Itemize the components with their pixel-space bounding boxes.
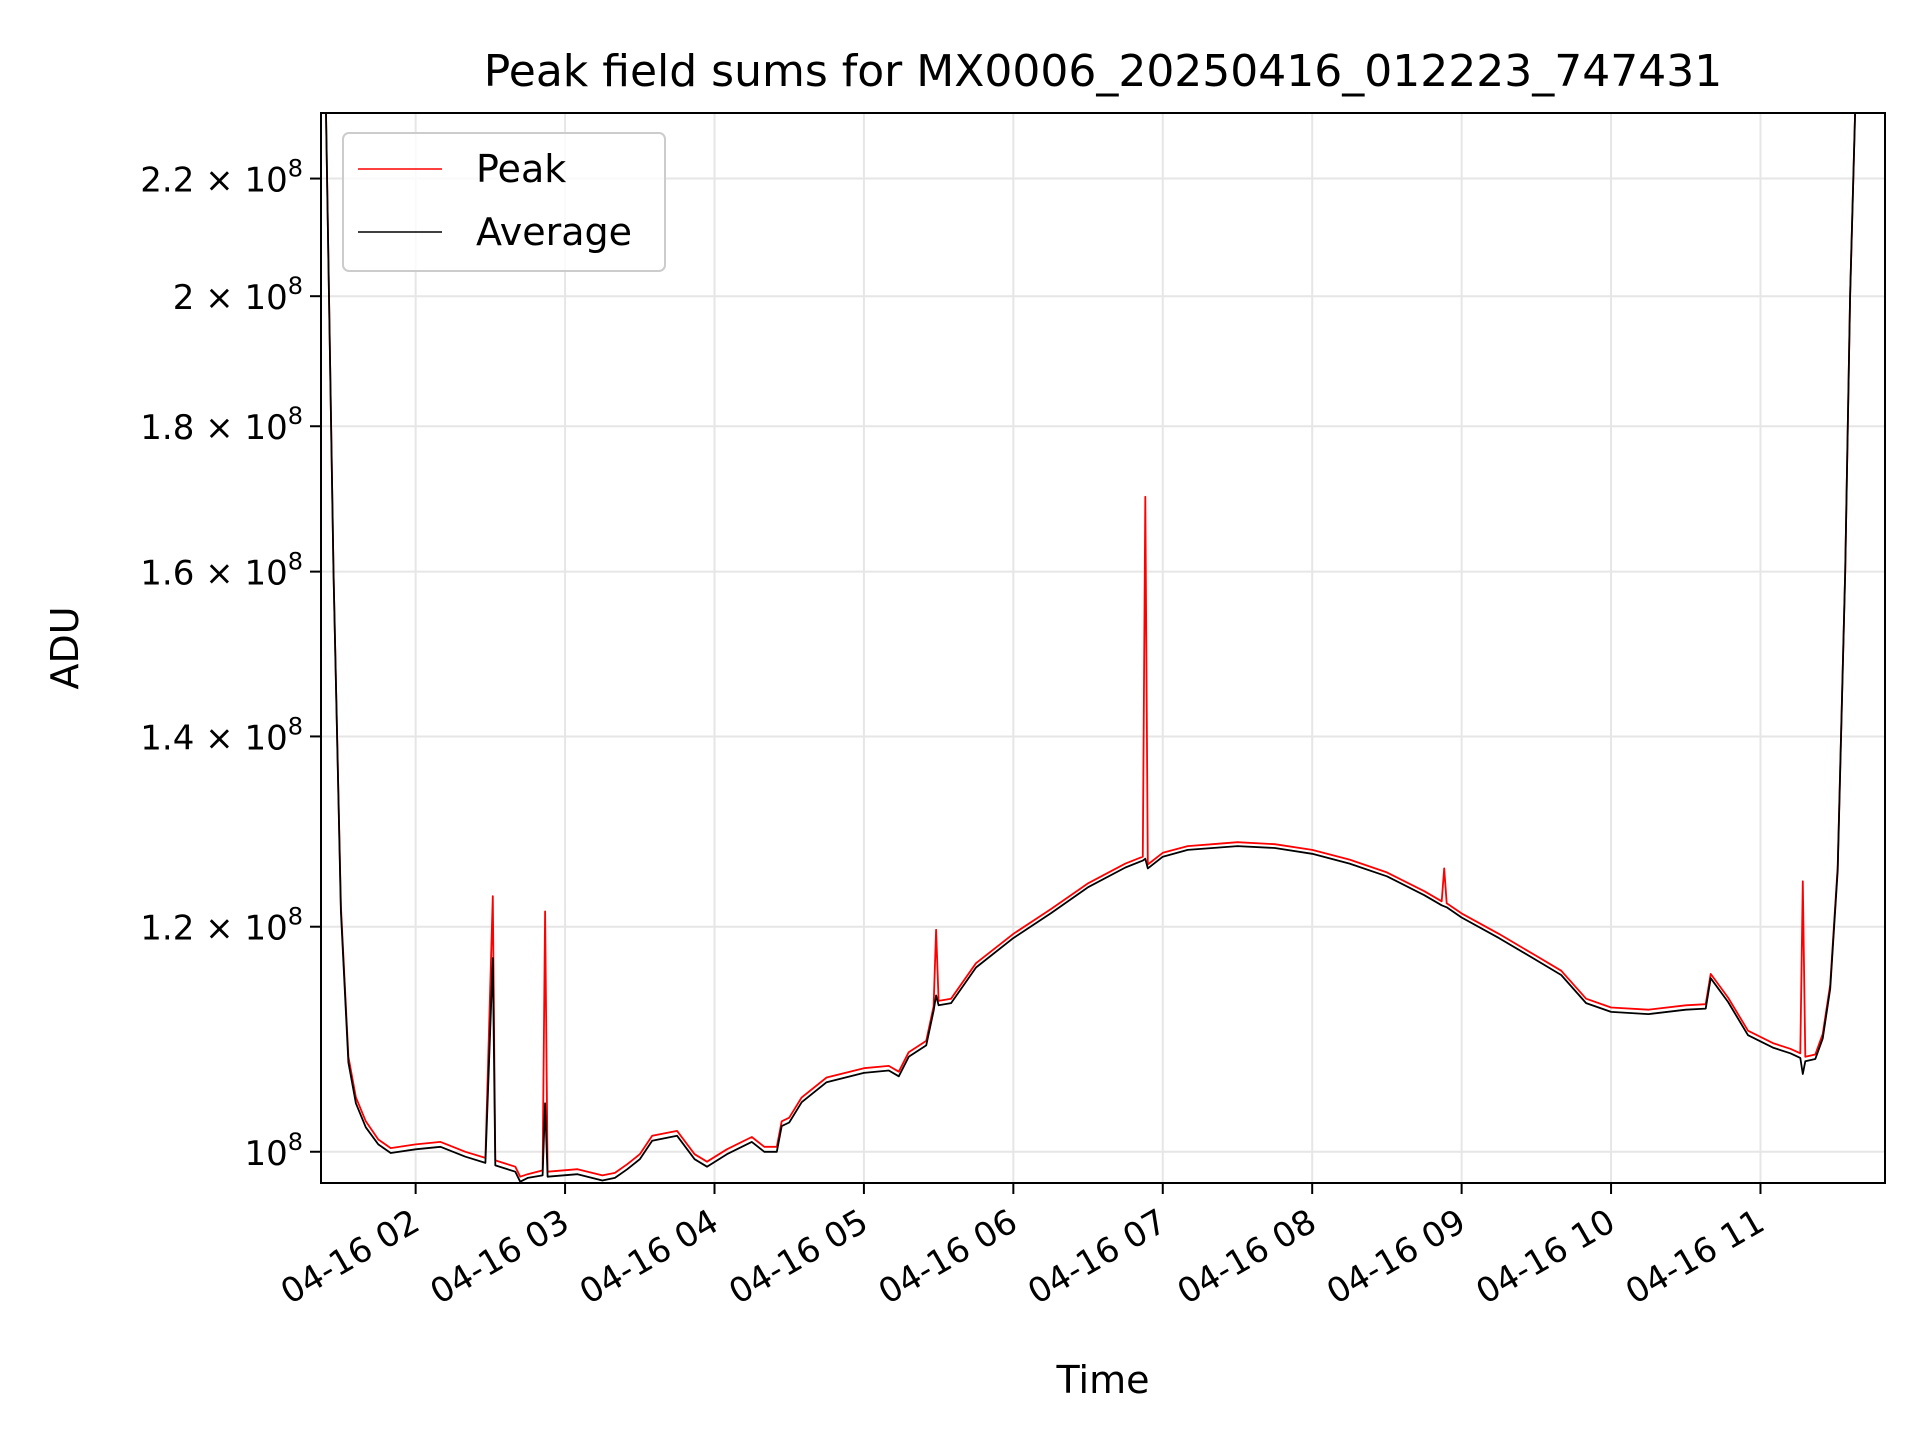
- y-tick-label: 1.4 × 108: [140, 712, 303, 758]
- series-lines: [325, 113, 1856, 1183]
- grid: [321, 113, 1885, 1183]
- y-tick-label-exponent: 8: [288, 548, 303, 576]
- y-tick-label-exponent: 8: [288, 402, 303, 430]
- y-tick-label-base: 10: [244, 1134, 287, 1174]
- legend-box: [342, 132, 666, 272]
- y-tick-label-base: 1.2 × 10: [140, 909, 287, 949]
- y-tick-label: 1.2 × 108: [140, 903, 303, 949]
- y-tick-label: 108: [244, 1128, 303, 1174]
- y-tick-label-exponent: 8: [288, 903, 303, 931]
- y-tick-label-base: 2.2 × 10: [140, 161, 287, 201]
- y-tick-label-base: 1.8 × 10: [140, 408, 287, 448]
- y-tick-label: 2 × 108: [173, 272, 303, 318]
- y-tick-label-exponent: 8: [288, 155, 303, 183]
- chart-title: Peak field sums for MX0006_20250416_0122…: [484, 46, 1722, 97]
- legend-peak-label: Peak: [476, 147, 566, 191]
- y-tick-label-base: 2 × 10: [173, 278, 288, 318]
- plot-frame: [320, 112, 1886, 1184]
- y-tick-label-base: 1.4 × 10: [140, 718, 287, 758]
- y-tick-label: 1.8 × 108: [140, 402, 303, 448]
- y-tick-label-exponent: 8: [288, 1128, 303, 1156]
- y-tick-label-base: 1.6 × 10: [140, 554, 287, 594]
- y-axis-label: ADU: [43, 606, 87, 689]
- y-tick-label-exponent: 8: [288, 712, 303, 740]
- y-tick-label: 1.6 × 108: [140, 548, 303, 594]
- legend: Peak Average: [342, 132, 666, 272]
- legend-average-label: Average: [476, 210, 632, 254]
- series-line-average: [325, 113, 1856, 1183]
- y-tick-label: 2.2 × 108: [140, 155, 303, 201]
- y-tick-label-exponent: 8: [288, 272, 303, 300]
- x-axis-label: Time: [1056, 1358, 1150, 1402]
